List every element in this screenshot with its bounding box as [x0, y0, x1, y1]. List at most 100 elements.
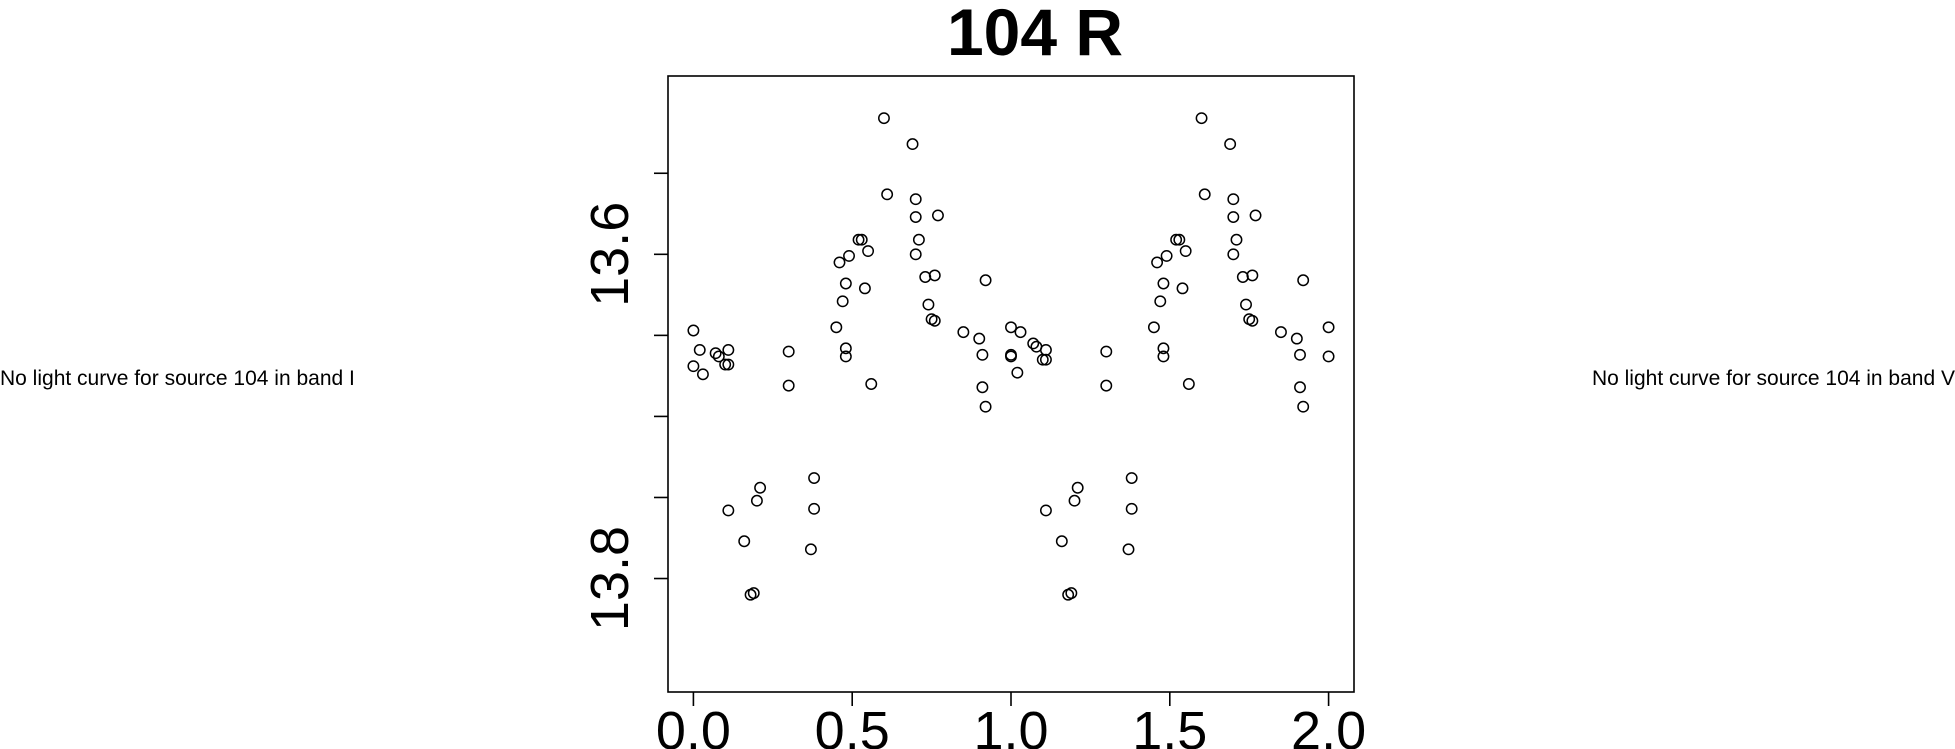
- data-point: [696, 368, 709, 381]
- data-point: [1236, 271, 1249, 283]
- data-point: [1249, 209, 1262, 222]
- data-point: [1039, 504, 1052, 517]
- data-point: [1297, 274, 1310, 287]
- data-point: [830, 321, 843, 334]
- data-point: [1246, 269, 1259, 282]
- data-point: [1230, 233, 1243, 246]
- data-point: [912, 233, 925, 246]
- data-point: [1176, 282, 1189, 295]
- data-point: [804, 543, 817, 556]
- data-point: [957, 326, 970, 339]
- data-point: [1173, 233, 1186, 246]
- y-tick-label: 13.8: [580, 526, 640, 631]
- data-point: [1227, 248, 1240, 261]
- data-point: [1322, 350, 1335, 363]
- data-point: [932, 209, 944, 222]
- data-point: [1157, 342, 1170, 355]
- data-point: [1290, 332, 1303, 345]
- data-point: [979, 274, 992, 287]
- data-point: [909, 248, 922, 261]
- data-point: [782, 379, 795, 392]
- data-point: [1157, 277, 1170, 290]
- data-point: [909, 193, 922, 206]
- data-point: [855, 233, 868, 246]
- data-point: [808, 472, 821, 484]
- data-point: [1068, 494, 1081, 507]
- data-point: [754, 481, 767, 494]
- data-point: [1122, 543, 1135, 556]
- data-point: [1011, 366, 1024, 379]
- no-light-curve-note-band-v: No light curve for source 104 in band V: [1591, 367, 1955, 390]
- data-point: [1160, 249, 1173, 262]
- data-point: [808, 502, 821, 515]
- data-point: [1100, 379, 1113, 392]
- data-point: [1100, 345, 1113, 358]
- data-point: [687, 360, 700, 373]
- data-point: [750, 494, 763, 507]
- data-point: [1055, 535, 1068, 548]
- x-tick-label: 2.0: [1291, 701, 1366, 749]
- data-points: [687, 112, 1335, 601]
- data-point: [722, 358, 735, 371]
- data-point: [1246, 314, 1259, 327]
- no-light-curve-note-band-i: No light curve for source 104 in band I: [0, 367, 355, 390]
- data-point: [1027, 337, 1040, 350]
- data-point: [1005, 321, 1017, 334]
- data-point: [1065, 587, 1078, 600]
- data-point: [1039, 344, 1052, 356]
- data-point: [906, 138, 919, 151]
- plot-frame: [667, 75, 1355, 693]
- data-point: [976, 381, 989, 394]
- data-point: [839, 342, 852, 355]
- data-point: [1125, 472, 1138, 484]
- data-point: [722, 344, 735, 356]
- chart-title: 104 R: [947, 0, 1123, 69]
- data-point: [719, 358, 732, 371]
- data-point: [909, 211, 922, 223]
- data-point: [782, 345, 795, 358]
- data-point: [976, 348, 989, 361]
- data-point: [858, 282, 871, 295]
- data-point: [1198, 188, 1211, 201]
- data-point: [862, 245, 875, 258]
- data-point: [1227, 211, 1240, 223]
- data-point: [919, 271, 932, 283]
- data-point: [1014, 326, 1027, 339]
- data-point: [1275, 326, 1287, 339]
- data-point: [1297, 400, 1310, 413]
- data-point: [747, 587, 760, 600]
- data-point: [738, 535, 751, 548]
- data-point: [1157, 350, 1170, 363]
- axis-ticks: 0.0 0.5 1.0 1.5 2.0 13.6 13.8: [580, 172, 1366, 749]
- data-point: [839, 350, 852, 363]
- data-point: [1294, 348, 1306, 361]
- x-tick-label: 0.0: [656, 701, 731, 749]
- data-point: [852, 233, 865, 246]
- data-point: [1154, 295, 1167, 308]
- data-point: [1227, 193, 1240, 206]
- data-point: [1322, 321, 1335, 334]
- data-point: [833, 256, 846, 269]
- data-point: [928, 314, 941, 327]
- data-point: [722, 504, 735, 517]
- data-point: [836, 295, 849, 308]
- x-tick-label: 1.5: [1132, 701, 1207, 749]
- data-point: [881, 188, 894, 201]
- data-point: [693, 344, 706, 356]
- data-point: [928, 269, 941, 282]
- data-point: [843, 249, 855, 262]
- data-point: [1147, 321, 1160, 334]
- data-point: [1170, 233, 1183, 246]
- data-point: [1182, 378, 1195, 390]
- data-point: [865, 378, 878, 390]
- data-point: [979, 400, 992, 413]
- x-tick-label: 0.5: [815, 701, 890, 749]
- data-point: [687, 324, 700, 337]
- y-tick-label: 13.6: [580, 202, 640, 307]
- data-point: [973, 332, 986, 345]
- data-point: [1071, 481, 1084, 494]
- data-point: [1240, 298, 1252, 311]
- data-point: [922, 298, 935, 311]
- data-point: [1005, 348, 1017, 361]
